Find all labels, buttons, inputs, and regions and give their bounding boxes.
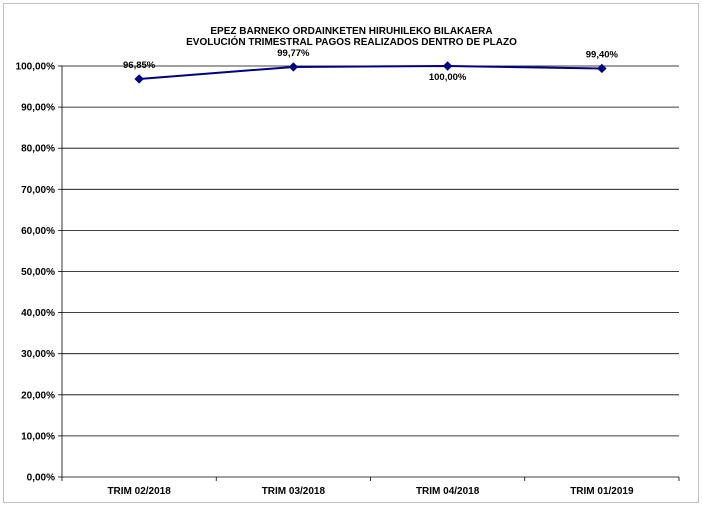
y-tick-label: 80,00% <box>21 144 55 155</box>
x-tick-label: TRIM 04/2018 <box>416 486 480 497</box>
y-tick-label: 30,00% <box>21 349 55 360</box>
y-tick-label: 50,00% <box>21 267 55 278</box>
data-label: 99,40% <box>586 49 619 60</box>
data-point <box>597 63 607 74</box>
y-tick-label: 0,00% <box>27 473 55 484</box>
x-tick-label: TRIM 02/2018 <box>107 486 171 497</box>
y-tick-labels: 0,00% 10,00% 20,00% 30,00% 40,00% 50,00% 60,00… <box>16 62 56 484</box>
x-tick-label: TRIM 01/2019 <box>570 486 634 497</box>
series-group <box>134 61 607 84</box>
y-tick-label: 20,00% <box>21 390 55 401</box>
data-label: 100,00% <box>429 72 467 83</box>
gridlines <box>62 65 679 437</box>
x-tick-label: TRIM 03/2018 <box>262 486 326 497</box>
data-labels: 96,85% 99,77% 100,00% 99,40% <box>123 48 619 83</box>
data-point <box>288 62 299 72</box>
axes <box>58 65 680 481</box>
chart-frame <box>3 3 699 503</box>
data-label: 99,77% <box>277 48 310 59</box>
x-tick-labels: TRIM 02/2018 TRIM 03/2018 TRIM 04/2018 TRIM… <box>107 486 634 497</box>
y-tick-label: 100,00% <box>16 62 56 73</box>
data-label: 96,85% <box>123 60 156 71</box>
chart-title: EPEZ BARNEKO ORDAINKETEN HIRUHILEKO BILA… <box>210 26 493 37</box>
series-line <box>139 64 602 80</box>
y-tick-label: 10,00% <box>21 431 55 442</box>
y-tick-label: 70,00% <box>21 185 55 196</box>
y-tick-label: 90,00% <box>21 103 55 114</box>
y-tick-label: 40,00% <box>21 308 55 319</box>
data-point <box>442 61 453 71</box>
data-point <box>134 74 144 84</box>
y-tick-label: 60,00% <box>21 226 55 237</box>
chart-subtitle: EVOLUCIÓN TRIMESTRAL PAGOS REALIZADOS DE… <box>186 37 517 48</box>
